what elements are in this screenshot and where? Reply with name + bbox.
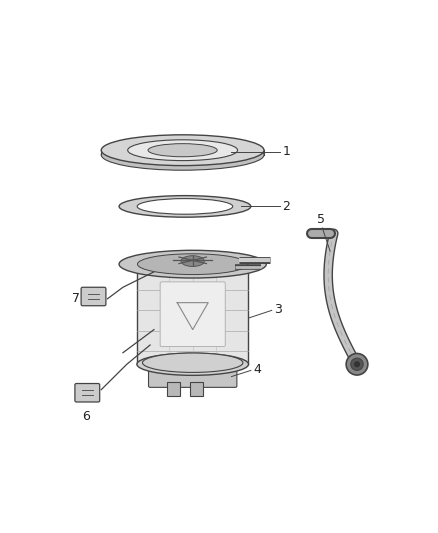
Text: 6: 6 — [82, 410, 90, 423]
Ellipse shape — [181, 256, 204, 266]
Text: 2: 2 — [283, 200, 290, 213]
Ellipse shape — [119, 251, 266, 278]
Ellipse shape — [119, 196, 251, 217]
Circle shape — [354, 361, 360, 367]
Polygon shape — [137, 268, 248, 364]
FancyBboxPatch shape — [75, 384, 100, 402]
Text: 5: 5 — [317, 213, 325, 225]
Text: 1: 1 — [283, 145, 290, 158]
FancyBboxPatch shape — [160, 282, 225, 346]
Ellipse shape — [142, 353, 243, 373]
Ellipse shape — [148, 144, 217, 157]
Ellipse shape — [101, 140, 264, 170]
Text: 7: 7 — [71, 292, 80, 304]
Ellipse shape — [137, 353, 248, 375]
Ellipse shape — [101, 135, 264, 166]
Ellipse shape — [128, 140, 237, 160]
Ellipse shape — [138, 254, 248, 274]
Bar — [167, 382, 180, 396]
FancyBboxPatch shape — [81, 287, 106, 306]
Circle shape — [351, 358, 363, 370]
Circle shape — [346, 353, 368, 375]
FancyBboxPatch shape — [148, 361, 237, 387]
Ellipse shape — [137, 199, 233, 214]
Text: 4: 4 — [253, 363, 261, 376]
Text: 3: 3 — [274, 303, 282, 316]
Bar — [191, 382, 203, 396]
